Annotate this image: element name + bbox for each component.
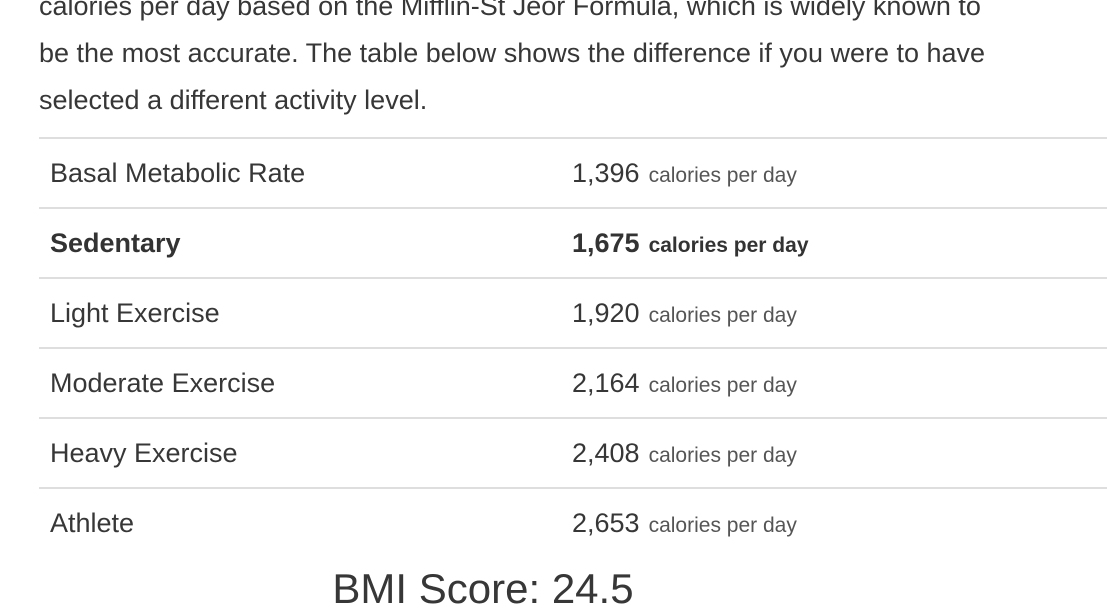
- results-table: Basal Metabolic Rate 1,396 calories per …: [39, 137, 1107, 557]
- calorie-value-group: 1,675 calories per day: [572, 228, 809, 259]
- activity-label: Moderate Exercise: [50, 367, 276, 398]
- row-light-exercise: Light Exercise 1,920 calories per day: [39, 277, 1107, 347]
- activity-label: Heavy Exercise: [50, 437, 238, 468]
- calorie-value-group: 1,920 calories per day: [572, 298, 797, 329]
- calorie-value-group: 2,164 calories per day: [572, 368, 797, 399]
- calorie-value-group: 2,653 calories per day: [572, 508, 797, 539]
- calorie-value: 2,408: [572, 437, 640, 468]
- calorie-unit: calories per day: [648, 303, 797, 327]
- activity-label: Light Exercise: [50, 297, 220, 328]
- intro-line: calories per day based on the Mifflin-St…: [39, 0, 981, 21]
- calorie-unit: calories per day: [648, 443, 797, 467]
- row-moderate-exercise: Moderate Exercise 2,164 calories per day: [39, 347, 1107, 417]
- calorie-unit: calories per day: [648, 163, 797, 187]
- calorie-value: 2,653: [572, 507, 640, 538]
- calorie-value-group: 2,408 calories per day: [572, 438, 797, 469]
- calorie-value: 1,920: [572, 297, 640, 328]
- activity-label: Sedentary: [50, 227, 181, 258]
- calorie-value: 2,164: [572, 367, 640, 398]
- intro-line: selected a different activity level.: [39, 85, 428, 115]
- intro-paragraph: calories per day based on the Mifflin-St…: [39, 0, 1107, 124]
- row-heavy-exercise: Heavy Exercise 2,408 calories per day: [39, 417, 1107, 487]
- calorie-unit: calories per day: [648, 233, 809, 257]
- activity-label: Basal Metabolic Rate: [50, 157, 306, 188]
- row-athlete: Athlete 2,653 calories per day: [39, 487, 1107, 557]
- calorie-unit: calories per day: [648, 373, 797, 397]
- row-sedentary-selected: Sedentary 1,675 calories per day: [39, 207, 1107, 277]
- calorie-unit: calories per day: [648, 513, 797, 537]
- intro-line: be the most accurate. The table below sh…: [39, 38, 986, 68]
- calorie-value: 1,675: [572, 227, 640, 258]
- row-basal-metabolic-rate: Basal Metabolic Rate 1,396 calories per …: [39, 137, 1107, 207]
- calorie-value: 1,396: [572, 157, 640, 188]
- activity-label: Athlete: [50, 507, 135, 538]
- bmi-score-heading: BMI Score: 24.5: [332, 565, 634, 612]
- calorie-value-group: 1,396 calories per day: [572, 158, 797, 189]
